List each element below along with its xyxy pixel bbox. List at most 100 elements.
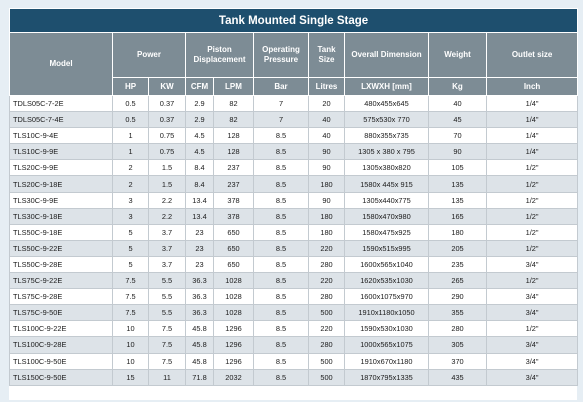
header-model: Model: [9, 32, 113, 96]
cell-hp: 0.5: [112, 111, 149, 129]
cell-litres: 90: [308, 143, 345, 161]
cell-cfm: 2.9: [185, 111, 214, 129]
cell-outlet: 1/2": [485, 239, 579, 257]
cell-lpm: 378: [213, 191, 254, 209]
cell-bar: 8.5: [253, 239, 309, 257]
cell-cfm: 13.4: [185, 191, 214, 209]
cell-lpm: 2032: [213, 368, 254, 386]
table-row: TLS20C-9-9E 2 1.5 8.4 237 8.5 90 1305x380x820 10…: [9, 159, 579, 177]
cell-lpm: 1296: [213, 320, 254, 338]
cell-kg: 355: [428, 304, 487, 322]
cell-kw: 0.75: [148, 127, 186, 145]
cell-lpm: 237: [213, 159, 254, 177]
cell-kw: 0.75: [148, 143, 186, 161]
cell-model: TDLS05C-7-4E: [9, 111, 113, 129]
cell-kw: 11: [148, 368, 186, 386]
cell-outlet: 3/4": [485, 288, 579, 306]
cell-model: TLS100C-9-50E: [9, 352, 113, 370]
cell-dimension: 480x455x645: [344, 94, 429, 113]
cell-bar: 8.5: [253, 223, 309, 241]
cell-model: TLS50C-9-22E: [9, 239, 113, 257]
cell-bar: 8.5: [253, 320, 309, 338]
cell-cfm: 45.8: [185, 352, 214, 370]
cell-hp: 10: [112, 352, 149, 370]
cell-kw: 5.5: [148, 272, 186, 290]
table-row: TLS100C-9-22E 10 7.5 45.8 1296 8.5 220 1590x530…: [9, 320, 579, 338]
cell-outlet: 1/4": [485, 111, 579, 129]
table-title: Tank Mounted Single Stage: [8, 8, 579, 33]
cell-cfm: 8.4: [185, 175, 214, 193]
cell-bar: 8.5: [253, 336, 309, 354]
cell-outlet: 1/2": [485, 320, 579, 338]
cell-cfm: 45.8: [185, 320, 214, 338]
cell-bar: 8.5: [253, 191, 309, 209]
cell-outlet: 3/4": [485, 368, 579, 386]
cell-outlet: 1/2": [485, 159, 579, 177]
cell-kw: 3.7: [148, 223, 186, 241]
cell-bar: 8.5: [253, 175, 309, 193]
table-row: TLS75C-9-22E 7.5 5.5 36.3 1028 8.5 220 1620x535…: [9, 272, 579, 290]
cell-kg: 40: [428, 94, 487, 113]
cell-model: TLS75C-9-22E: [9, 272, 113, 290]
cell-bar: 8.5: [253, 352, 309, 370]
cell-cfm: 36.3: [185, 304, 214, 322]
cell-outlet: 1/4": [485, 127, 579, 145]
cell-lpm: 1028: [213, 288, 254, 306]
cell-hp: 10: [112, 320, 149, 338]
cell-litres: 280: [308, 255, 345, 274]
cell-dimension: 1305x380x820: [344, 159, 429, 177]
cell-kg: 105: [428, 159, 487, 177]
table-body: TDLS05C-7-2E 0.5 0.37 2.9 82 7 20 480x455x645 40…: [9, 94, 579, 386]
cell-kw: 2.2: [148, 207, 186, 225]
cell-hp: 7.5: [112, 288, 149, 306]
cell-model: TLS150C-9-50E: [9, 368, 113, 386]
cell-hp: 10: [112, 336, 149, 354]
cell-dimension: 1580x 445x 915: [344, 175, 429, 193]
cell-litres: 500: [308, 352, 345, 370]
header-overall-dimension: Overall Dimension: [344, 32, 429, 78]
cell-kg: 45: [428, 111, 487, 129]
cell-lpm: 1296: [213, 336, 254, 354]
cell-lpm: 128: [213, 127, 254, 145]
cell-outlet: 3/4": [485, 336, 579, 354]
cell-kg: 290: [428, 288, 487, 306]
cell-outlet: 1/2": [485, 272, 579, 290]
cell-cfm: 2.9: [185, 94, 214, 113]
table-row: TDLS05C-7-4E 0.5 0.37 2.9 82 7 40 575x530x 770 4…: [9, 111, 579, 129]
header-power: Power: [112, 32, 186, 78]
cell-hp: 5: [112, 255, 149, 274]
cell-model: TLS20C-9-9E: [9, 159, 113, 177]
cell-litres: 90: [308, 191, 345, 209]
cell-model: TLS10C-9-9E: [9, 143, 113, 161]
cell-litres: 180: [308, 175, 345, 193]
table-row: TLS10C-9-4E 1 0.75 4.5 128 8.5 40 880x355x735 70…: [9, 127, 579, 145]
table-row: TLS30C-9-9E 3 2.2 13.4 378 8.5 90 1305x440x775 1…: [9, 191, 579, 209]
cell-model: TLS30C-9-9E: [9, 191, 113, 209]
table-row: TDLS05C-7-2E 0.5 0.37 2.9 82 7 20 480x455x645 40…: [9, 94, 579, 113]
cell-model: TLS50C-9-18E: [9, 223, 113, 241]
cell-model: TLS30C-9-18E: [9, 207, 113, 225]
cell-lpm: 1296: [213, 352, 254, 370]
unit-kg: Kg: [428, 77, 487, 96]
cell-lpm: 128: [213, 143, 254, 161]
cell-kw: 1.5: [148, 159, 186, 177]
cell-litres: 180: [308, 207, 345, 225]
cell-kw: 5.5: [148, 288, 186, 306]
cell-bar: 8.5: [253, 159, 309, 177]
cell-litres: 220: [308, 239, 345, 257]
cell-litres: 20: [308, 94, 345, 113]
header-weight: Weight: [428, 32, 487, 78]
cell-dimension: 1305x440x775: [344, 191, 429, 209]
cell-kw: 7.5: [148, 352, 186, 370]
cell-lpm: 650: [213, 239, 254, 257]
cell-hp: 7.5: [112, 272, 149, 290]
cell-kg: 205: [428, 239, 487, 257]
table-row: TLS20C-9-18E 2 1.5 8.4 237 8.5 180 1580x 445x 9…: [9, 175, 579, 193]
cell-hp: 3: [112, 207, 149, 225]
cell-lpm: 82: [213, 111, 254, 129]
header-piston-displacement: Piston Displacement: [185, 32, 254, 78]
cell-dimension: 1590x515x995: [344, 239, 429, 257]
cell-dimension: 1910x670x1180: [344, 352, 429, 370]
cell-kw: 0.37: [148, 94, 186, 113]
cell-litres: 220: [308, 320, 345, 338]
